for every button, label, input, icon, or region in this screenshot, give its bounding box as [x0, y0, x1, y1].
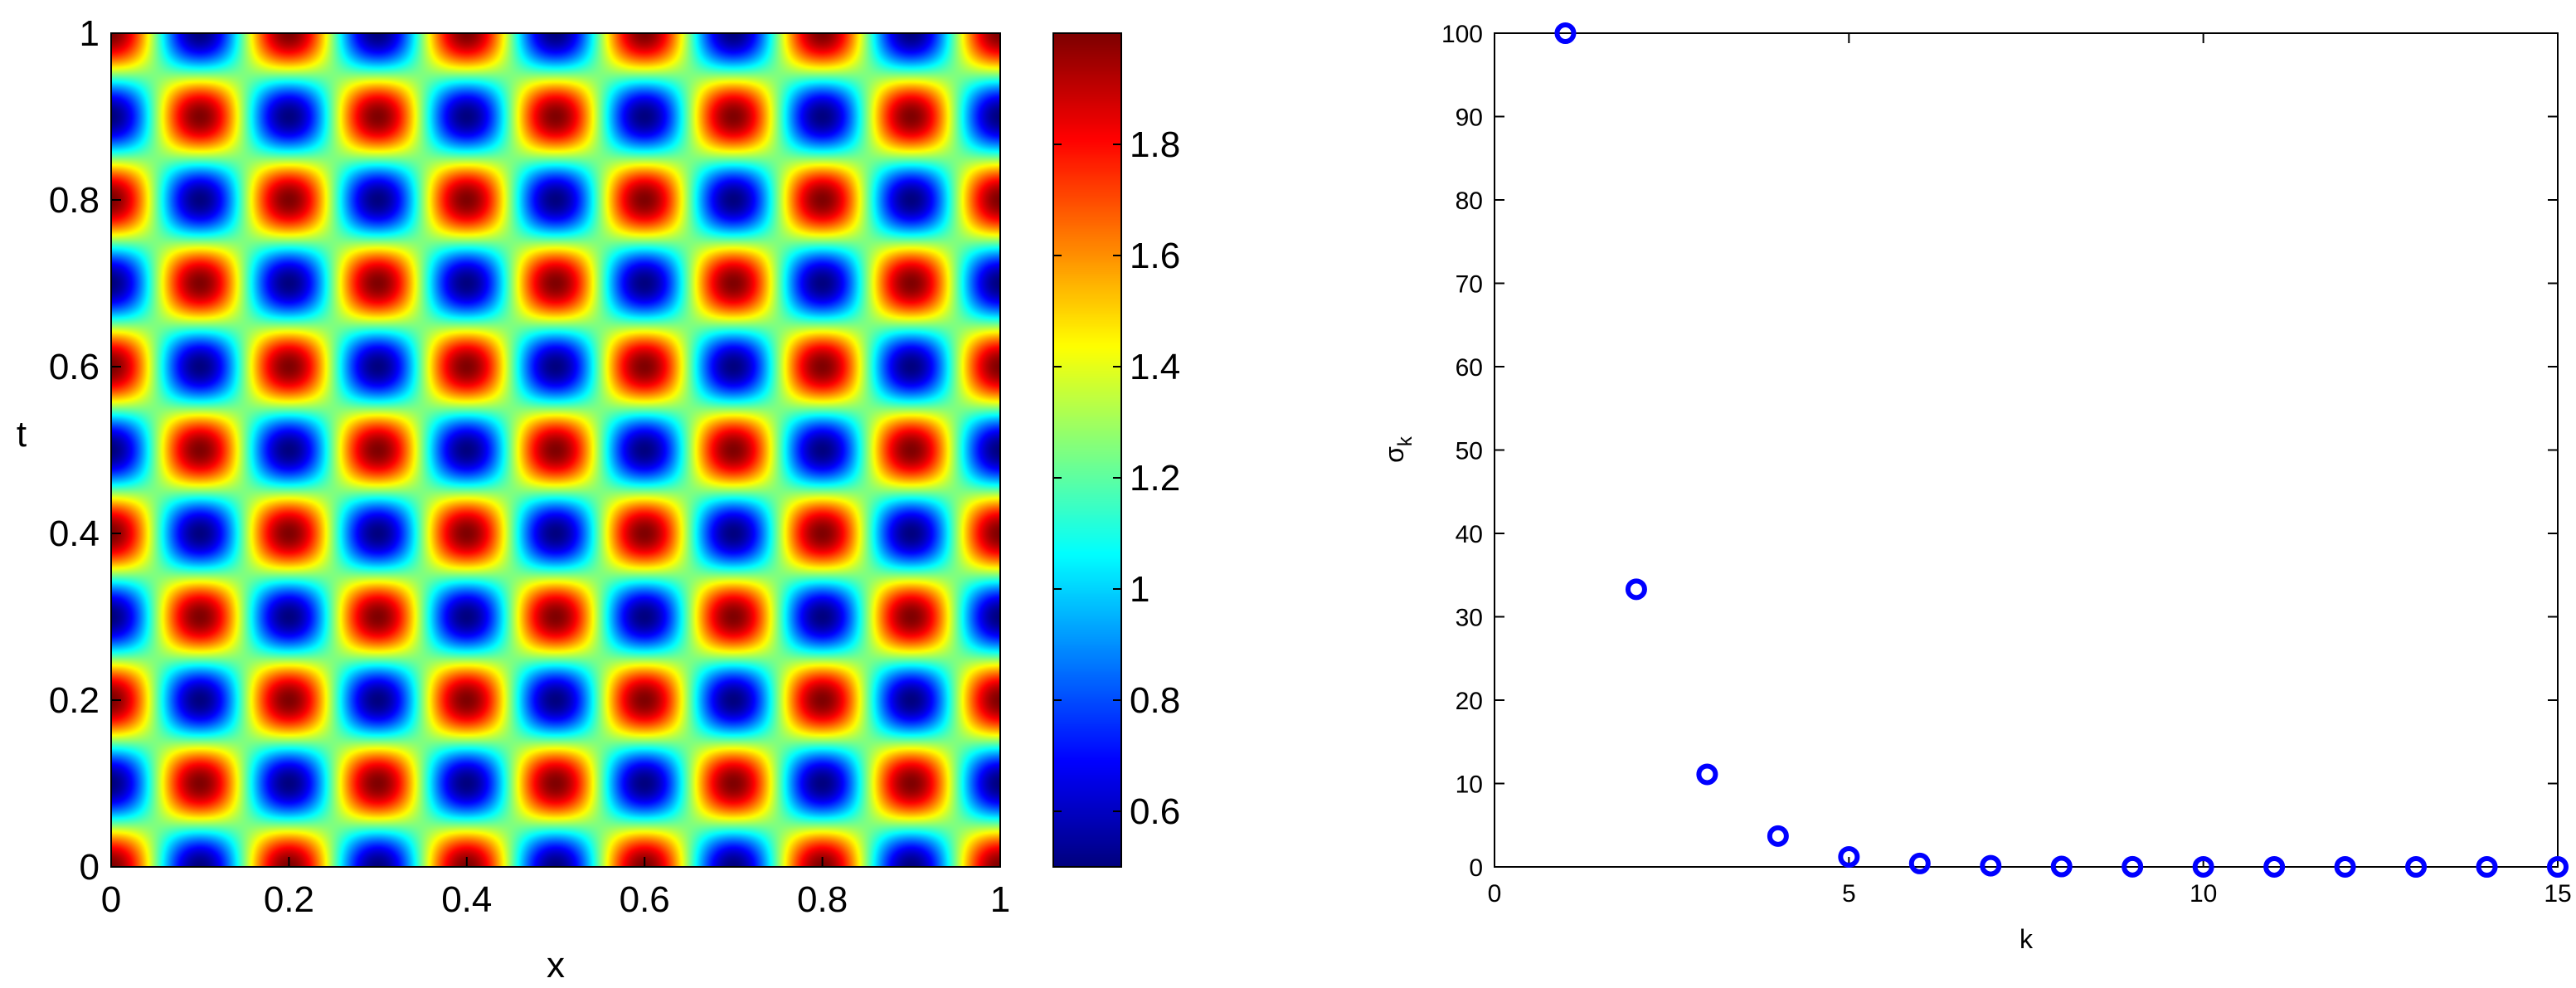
heatmap-y-tick-label: 0.4: [49, 513, 100, 554]
scatter-point: [1838, 845, 1860, 868]
scatter-x-tick-label: 5: [1842, 880, 1856, 908]
colorbar-tick-label: 1.4: [1130, 347, 1180, 387]
scatter-point: [2263, 855, 2286, 878]
heatmap-x-tick-label: 1: [990, 879, 1010, 920]
scatter-point: [2192, 855, 2214, 878]
scatter-y-tick-label: 10: [1456, 771, 1483, 799]
scatter-x-tick-label: 15: [2544, 880, 2571, 908]
scatter-y-tick-label: 60: [1456, 354, 1483, 382]
scatter-x-tick-label: 0: [1488, 880, 1502, 908]
heatmap-y-axis-label: t: [17, 414, 27, 455]
scatter-point: [1554, 22, 1577, 44]
colorbar-tick-label: 1.2: [1130, 458, 1180, 499]
heatmap-y-tick-label: 0.6: [49, 347, 100, 387]
heatmap-x-tick-label: 0: [101, 879, 121, 920]
scatter-point: [2405, 855, 2428, 878]
scatter-y-tick-label: 50: [1456, 438, 1483, 465]
scatter-points: [1554, 22, 2569, 878]
colorbar-tick-label: 1: [1130, 569, 1149, 610]
colorbar-tick-label: 0.8: [1130, 680, 1180, 721]
scatter-point: [1625, 578, 1647, 601]
scatter-y-label-subscript: k: [1394, 436, 1417, 446]
heatmap-x-tick-label: 0.4: [441, 879, 492, 920]
heatmap-y-tick-label: 0: [80, 847, 100, 888]
heatmap-x-tick-label: 0.6: [620, 879, 670, 920]
scatter-y-tick-label: 0: [1469, 854, 1483, 882]
scatter-point: [1980, 854, 2002, 877]
heatmap-y-ticks: 0 0.2 0.4 0.6 0.8 1: [49, 13, 121, 888]
scatter-y-tick-label: 100: [1441, 21, 1483, 48]
scatter-point: [2050, 855, 2073, 878]
scatter-point: [1908, 852, 1931, 874]
scatter-point: [2122, 855, 2144, 878]
colorbar-ticks: 0.6 0.8 1 1.2 1.4 1.6 1.8: [1053, 124, 1180, 832]
heatmap-x-tick-label: 0.8: [797, 879, 848, 920]
heatmap-chart: 0 0.2 0.4 0.6 0.8 1 0 0.2 0.4 0.6 0.8 1 x t: [17, 13, 1010, 986]
scatter-x-axis-label: k: [2019, 924, 2034, 954]
heatmap-y-tick-label: 0.2: [49, 680, 100, 721]
scatter-x-tick-label: 10: [2190, 880, 2217, 908]
scatter-y-tick-label: 20: [1456, 688, 1483, 715]
colorbar-tick-label: 1.8: [1130, 124, 1180, 165]
scatter-y-axis-label: σk: [1379, 436, 1417, 463]
heatmap-x-ticks: 0 0.2 0.4 0.6 0.8 1: [101, 857, 1010, 920]
heatmap-plot-frame: [110, 32, 1001, 868]
heatmap-y-tick-label: 1: [80, 13, 100, 54]
heatmap-x-axis-label: x: [547, 945, 565, 986]
colorbar-tick-label: 1.6: [1130, 236, 1180, 276]
scatter-point: [1767, 825, 1789, 847]
scatter-y-tick-label: 40: [1456, 521, 1483, 548]
scatter-y-tick-label: 90: [1456, 105, 1483, 132]
colorbar-frame: [1052, 32, 1122, 868]
scatter-point: [2476, 855, 2498, 878]
scatter-y-label-symbol: σ: [1379, 446, 1409, 463]
scatter-point: [1696, 763, 1718, 786]
scatter-point: [2334, 855, 2356, 878]
colorbar: 0.6 0.8 1 1.2 1.4 1.6 1.8: [1052, 32, 1180, 868]
heatmap-x-tick-label: 0.2: [264, 879, 314, 920]
scatter-y-ticks: 0 10 20 30 40 50 60 70 80 90 100: [1441, 21, 2558, 882]
colorbar-tick-label: 0.6: [1130, 791, 1180, 832]
heatmap-image: [111, 33, 1000, 867]
colorbar-gradient: [1053, 33, 1121, 867]
scatter-point: [2547, 856, 2569, 878]
scatter-y-tick-label: 70: [1456, 271, 1483, 299]
scatter-plot-frame: [1494, 32, 2559, 868]
scatter-y-tick-label: 30: [1456, 605, 1483, 632]
heatmap-y-tick-label: 0.8: [49, 180, 100, 221]
scatter-x-ticks: 0 5 10 15: [1488, 33, 2572, 908]
scatter-y-tick-label: 80: [1456, 187, 1483, 215]
